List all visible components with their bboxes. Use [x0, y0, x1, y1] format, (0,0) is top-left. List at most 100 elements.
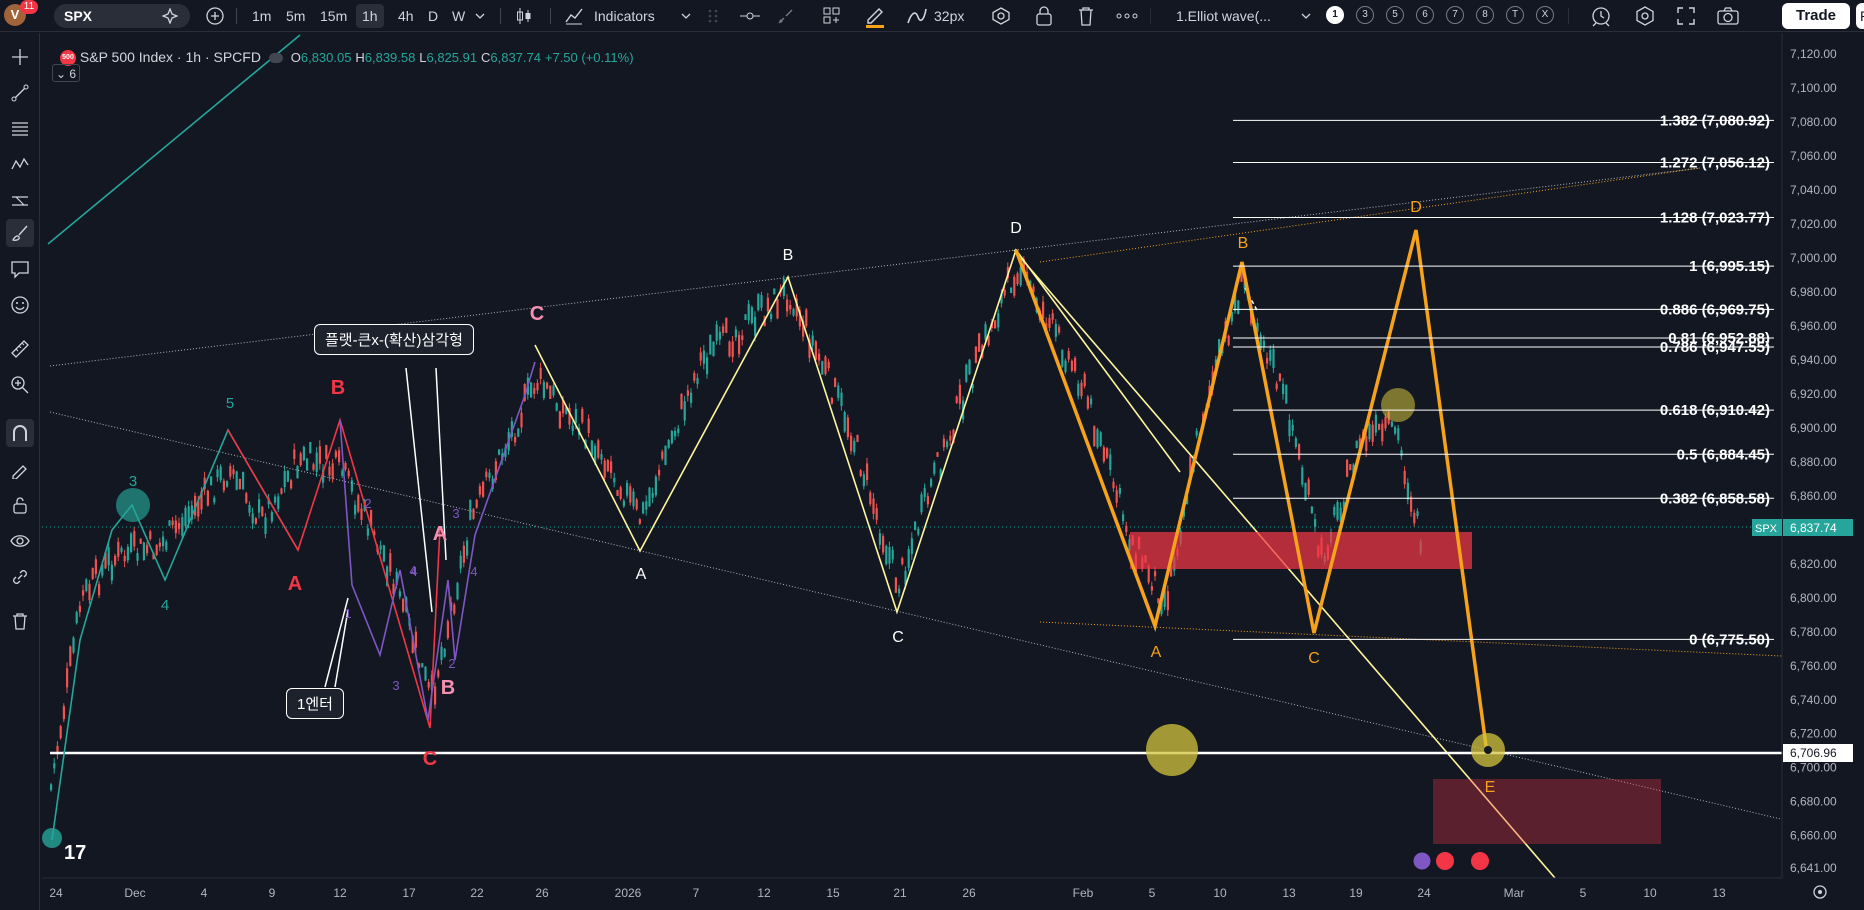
fib-level-label: 1 (6,995.15) [1689, 258, 1770, 275]
us-flag-icon[interactable] [1471, 852, 1489, 870]
layout-slot-x[interactable]: X [1536, 6, 1554, 24]
add-symbol-icon[interactable] [206, 7, 224, 25]
layout-slot-1[interactable]: 1 [1326, 6, 1344, 24]
channel-lower-line[interactable] [49, 411, 1786, 821]
pattern-tool[interactable] [6, 151, 34, 179]
layout-name[interactable]: 1.Elliot wave(... [1176, 8, 1271, 24]
channel-upper-line[interactable] [49, 167, 1701, 367]
interval-1m[interactable]: 1m [252, 8, 272, 24]
price-chart[interactable]: 1.382 (7,080.92) 1.272 (7,056.12) 1.128 (7… [42, 33, 1864, 910]
green-wave[interactable] [51, 428, 299, 841]
text-tool[interactable] [6, 255, 34, 283]
red-wave-label: B [331, 377, 345, 399]
camera-icon[interactable] [1716, 6, 1740, 26]
time-tick: 26 [962, 886, 976, 900]
layout-slot-8[interactable]: 8 [1476, 6, 1494, 24]
interval-4h[interactable]: 4h [398, 8, 414, 24]
measure-tool[interactable] [6, 335, 34, 363]
settings-icon[interactable] [990, 6, 1012, 26]
green-marker[interactable] [42, 828, 62, 848]
chart-settings-icon[interactable] [1634, 5, 1656, 27]
us-flag-icon[interactable] [1436, 852, 1454, 870]
fib-extension[interactable]: 1.382 (7,080.92) 1.272 (7,056.12) 1.128 (7… [1233, 112, 1774, 648]
entry-label[interactable]: 1엔터 [286, 688, 344, 719]
interval-d[interactable]: D [428, 8, 439, 24]
yellow-wave[interactable] [534, 248, 1181, 615]
legend-title[interactable]: S&P 500 Index · 1h · SPCFD [79, 49, 261, 65]
hide-drawings-tool[interactable] [6, 527, 34, 555]
yellow-marker[interactable] [1146, 724, 1198, 776]
chevron-down-icon[interactable] [474, 10, 486, 22]
line-width-icon[interactable] [906, 6, 928, 26]
pencil-color-icon[interactable] [864, 4, 886, 28]
line-style-icon[interactable] [738, 6, 762, 26]
emoji-tool[interactable] [6, 291, 34, 319]
stay-in-drawing-tool[interactable] [6, 455, 34, 483]
fib-level-label: 0.618 (6,910.42) [1660, 402, 1770, 419]
interval-w[interactable]: W [452, 8, 466, 24]
orange-lower-trend[interactable] [1039, 621, 1783, 657]
fib-tool[interactable] [6, 115, 34, 143]
interval-15m[interactable]: 15m [320, 8, 348, 24]
candles-icon[interactable] [514, 6, 534, 26]
price-tick: 7,100.00 [1790, 81, 1837, 95]
brush-tool-icon[interactable] [776, 6, 796, 26]
time-axis[interactable]: 24 Dec 4 9 12 17 22 26 2026 7 12 15 21 26 Feb 5 10 13 19 24… [42, 877, 1782, 900]
comment-icon [11, 261, 29, 279]
pencil-lock-icon [12, 465, 27, 479]
magnet-tool[interactable] [6, 419, 34, 447]
chevron-down-icon[interactable] [1300, 10, 1312, 22]
layout-slot-7[interactable]: 7 [1446, 6, 1464, 24]
purple-wave[interactable] [339, 361, 536, 721]
remove-drawings-tool[interactable] [6, 607, 34, 635]
projection-tool[interactable] [6, 187, 34, 215]
brush-size[interactable]: 32px [934, 8, 965, 24]
earnings-icon[interactable] [1412, 851, 1432, 871]
brush-tool[interactable] [6, 219, 34, 247]
layout-slot-t[interactable]: T [1506, 6, 1524, 24]
zoom-tool[interactable] [6, 371, 34, 399]
flat-triangle-label[interactable]: 플랫-큰x-(확산)삼각형 [314, 324, 474, 355]
layout-slot-6[interactable]: 6 [1416, 6, 1434, 24]
indicators-button[interactable]: Indicators [594, 8, 655, 24]
orange-wave[interactable] [1014, 229, 1489, 754]
yellow-wave-label: C [892, 629, 904, 646]
alert-icon[interactable] [1590, 5, 1612, 27]
symbol-search[interactable]: SPX [54, 4, 190, 28]
price-tick: 6,980.00 [1790, 285, 1837, 299]
drag-handle-icon[interactable] [708, 8, 718, 24]
link-tool[interactable] [6, 563, 34, 591]
price-tick: 7,020.00 [1790, 217, 1837, 231]
more-icon[interactable] [1116, 12, 1138, 20]
settings-gear-icon[interactable] [1810, 882, 1830, 902]
templates-icon[interactable] [822, 6, 842, 26]
sparkle-icon[interactable] [162, 8, 178, 24]
price-axis[interactable]: 7,120.00 7,100.00 7,080.00 7,060.00 7,040.00… [1752, 33, 1864, 910]
indicators-icon[interactable] [564, 6, 584, 26]
layout-slot-3[interactable]: 3 [1356, 6, 1374, 24]
orange-upper-trend[interactable] [1039, 167, 1701, 263]
green-trend-line[interactable] [47, 34, 301, 245]
white-dash[interactable] [1244, 287, 1259, 313]
target-zone[interactable] [1433, 779, 1661, 844]
lock-icon[interactable] [1034, 5, 1054, 27]
crosshair-tool[interactable] [6, 43, 34, 71]
chevron-down-icon[interactable] [680, 10, 692, 22]
trash-icon[interactable] [1076, 5, 1096, 27]
lock-drawings-tool[interactable] [6, 491, 34, 519]
indicators-toggle[interactable]: ⌄ 6 [52, 64, 80, 82]
interval-5m[interactable]: 5m [286, 8, 306, 24]
fullscreen-icon[interactable] [1676, 6, 1696, 26]
trade-button[interactable]: Trade [1782, 3, 1850, 29]
layout-slot-5[interactable]: 5 [1386, 6, 1404, 24]
red-wave[interactable] [227, 417, 441, 729]
publish-button[interactable]: Pub [1856, 3, 1864, 29]
trend-line-tool[interactable] [6, 79, 34, 107]
interval-1h[interactable]: 1h [356, 4, 384, 28]
yellow-marker[interactable] [1381, 388, 1415, 422]
trash-icon [13, 613, 27, 630]
green-marker[interactable] [116, 488, 150, 522]
tradingview-logo[interactable]: 17 [64, 842, 87, 864]
price-tick: 6,860.00 [1790, 489, 1837, 503]
event-icons[interactable] [1410, 850, 1490, 872]
